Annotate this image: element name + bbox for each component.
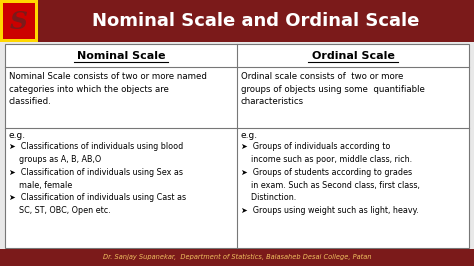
Text: Dr. Sanjay Supanekar,  Department of Statistics, Balasaheb Desai College, Patan: Dr. Sanjay Supanekar, Department of Stat… <box>103 254 371 260</box>
Text: e.g.: e.g. <box>241 131 258 140</box>
Text: Nominal Scale: Nominal Scale <box>77 51 165 61</box>
Text: ➤  Groups of individuals according to
    income such as poor, middle class, ric: ➤ Groups of individuals according to inc… <box>241 142 420 215</box>
Bar <box>3 3 35 39</box>
Text: Ordinal Scale: Ordinal Scale <box>311 51 394 61</box>
Text: S: S <box>10 10 28 34</box>
Text: Nominal Scale and Ordinal Scale: Nominal Scale and Ordinal Scale <box>92 12 419 30</box>
Bar <box>5 44 469 248</box>
Bar <box>0 249 474 266</box>
Bar <box>0 0 474 42</box>
Text: e.g.: e.g. <box>9 131 26 140</box>
Text: ➤  Classifications of individuals using blood
    groups as A, B, AB,O
➤  Classi: ➤ Classifications of individuals using b… <box>9 142 186 215</box>
Text: Ordinal scale consists of  two or more
groups of objects using some  quantifiabl: Ordinal scale consists of two or more gr… <box>241 72 425 106</box>
Bar <box>0 0 38 42</box>
Text: Nominal Scale consists of two or more named
categories into which the objects ar: Nominal Scale consists of two or more na… <box>9 72 207 106</box>
